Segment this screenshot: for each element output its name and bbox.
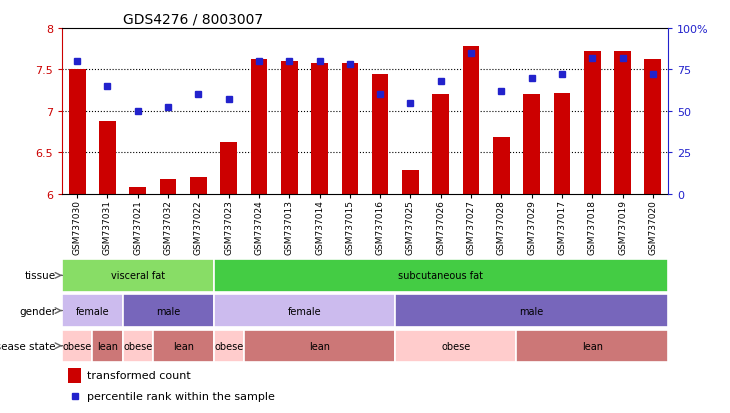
Bar bbox=[190, 178, 207, 194]
Text: lean: lean bbox=[173, 341, 193, 351]
Bar bbox=[396, 330, 517, 362]
Bar bbox=[62, 330, 93, 362]
Bar bbox=[214, 330, 244, 362]
Text: obese: obese bbox=[441, 341, 471, 351]
Bar bbox=[584, 52, 601, 194]
Bar bbox=[250, 60, 267, 194]
Bar bbox=[342, 64, 358, 194]
Text: percentile rank within the sample: percentile rank within the sample bbox=[88, 391, 275, 401]
Text: gender: gender bbox=[19, 306, 56, 316]
Bar bbox=[372, 74, 388, 194]
Bar bbox=[160, 179, 177, 194]
Bar bbox=[493, 138, 510, 194]
Text: female: female bbox=[75, 306, 110, 316]
Text: lean: lean bbox=[309, 341, 330, 351]
Bar bbox=[311, 64, 328, 194]
Bar bbox=[244, 330, 396, 362]
Bar bbox=[463, 47, 480, 194]
Bar bbox=[214, 259, 668, 292]
Bar bbox=[62, 294, 123, 327]
Bar bbox=[68, 368, 82, 383]
Text: female: female bbox=[288, 306, 321, 316]
Text: tissue: tissue bbox=[25, 271, 56, 281]
Bar bbox=[220, 143, 237, 194]
Bar bbox=[432, 95, 449, 194]
Text: lean: lean bbox=[582, 341, 603, 351]
Bar bbox=[69, 70, 85, 194]
Bar bbox=[402, 171, 419, 194]
Bar bbox=[214, 294, 396, 327]
Bar bbox=[523, 95, 540, 194]
Text: disease state: disease state bbox=[0, 341, 56, 351]
Text: male: male bbox=[520, 306, 544, 316]
Bar bbox=[62, 259, 214, 292]
Bar bbox=[153, 330, 214, 362]
Bar bbox=[93, 330, 123, 362]
Text: subcutaneous fat: subcutaneous fat bbox=[399, 271, 483, 281]
Text: obese: obese bbox=[214, 341, 243, 351]
Bar bbox=[396, 294, 668, 327]
Bar bbox=[553, 93, 570, 194]
Text: transformed count: transformed count bbox=[88, 370, 191, 380]
Bar bbox=[645, 60, 661, 194]
Bar bbox=[517, 330, 668, 362]
Bar bbox=[99, 121, 116, 194]
Text: obese: obese bbox=[63, 341, 92, 351]
Text: visceral fat: visceral fat bbox=[111, 271, 165, 281]
Bar bbox=[123, 330, 153, 362]
Text: lean: lean bbox=[97, 341, 118, 351]
Text: GDS4276 / 8003007: GDS4276 / 8003007 bbox=[123, 12, 263, 26]
Bar bbox=[614, 52, 631, 194]
Text: obese: obese bbox=[123, 341, 153, 351]
Bar bbox=[129, 188, 146, 194]
Bar bbox=[281, 62, 298, 194]
Bar bbox=[123, 294, 214, 327]
Text: male: male bbox=[156, 306, 180, 316]
